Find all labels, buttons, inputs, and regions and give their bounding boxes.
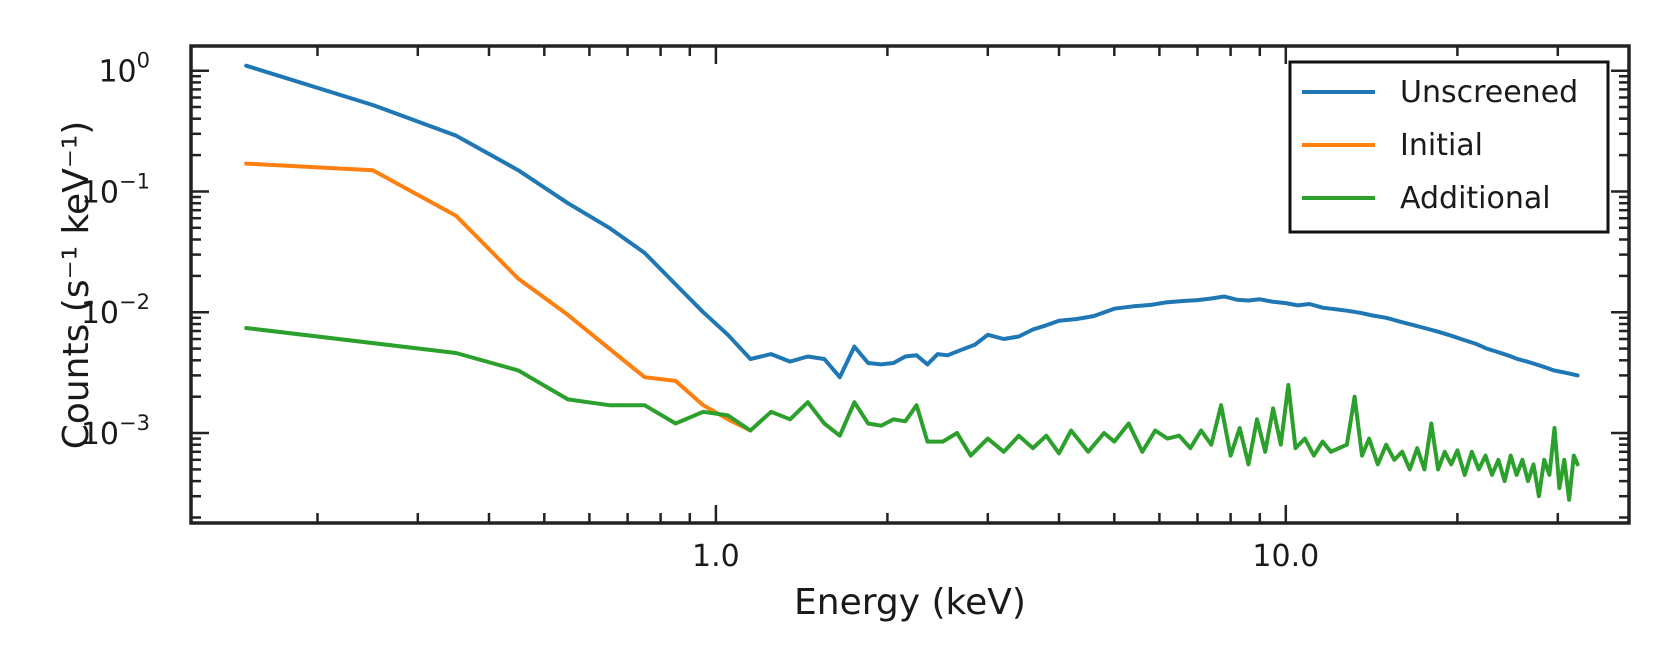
y-axis-title: Counts (s⁻¹ keV⁻¹) [56,121,97,450]
x-tick-label: 10.0 [1252,539,1319,574]
y-tick-exponent: −1 [119,170,150,194]
x-axis-title: Energy (keV) [794,582,1026,623]
y-tick-label: 10−1 [81,170,150,211]
y-tick-base: 10 [98,55,136,90]
y-tick-label: 100 [98,49,150,90]
y-tick-exponent: −3 [119,411,150,435]
y-tick-label: 10−3 [81,411,150,452]
series-line-additional [244,326,1580,502]
y-tick-exponent: 0 [137,49,150,73]
series-line-initial [244,161,753,433]
y-tick-exponent: −2 [119,290,150,314]
y-tick-base: 10 [81,176,119,211]
series-line-unscreened [244,63,1580,380]
legend: Unscreened Initial Additional [1288,60,1610,234]
plot-frame [189,44,1631,525]
y-tick-label: 10−2 [81,290,150,331]
y-tick-base: 10 [81,417,119,452]
x-tick-label: 1.0 [692,539,740,574]
y-tick-base: 10 [81,296,119,331]
legend-label-initial: Initial [1400,128,1483,163]
series-layer [244,63,1580,502]
legend-label-unscreened: Unscreened [1400,75,1578,110]
legend-label-additional: Additional [1400,181,1551,216]
